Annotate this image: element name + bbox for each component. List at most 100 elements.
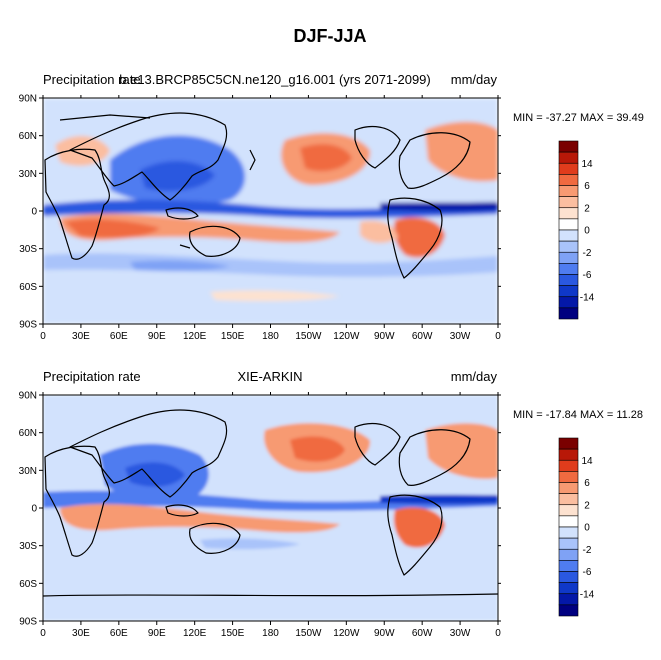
panel-1-colorbar: 14 6 2 0 -2 -6 -14 bbox=[558, 140, 595, 320]
colorbar-label: -14 bbox=[580, 292, 595, 303]
colorbar-swatch bbox=[558, 548, 579, 561]
colorbar-swatch bbox=[558, 263, 579, 275]
colorbar-swatch bbox=[558, 537, 579, 550]
colorbar-swatch bbox=[558, 207, 579, 220]
x-tick-label: 180 bbox=[262, 628, 279, 639]
colorbar-swatch bbox=[558, 151, 579, 164]
y-tick-label: 30S bbox=[19, 244, 37, 255]
x-tick-label: 60W bbox=[412, 628, 433, 639]
y-tick-label: 0 bbox=[31, 207, 37, 218]
colorbar-swatch bbox=[558, 285, 579, 298]
colorbar-swatch bbox=[558, 274, 579, 286]
x-tick-label: 150E bbox=[221, 331, 245, 342]
y-tick-label: 60S bbox=[19, 579, 37, 590]
colorbar-swatch bbox=[558, 504, 579, 517]
x-tick-label: 30W bbox=[450, 628, 471, 639]
colorbar-swatch bbox=[558, 251, 579, 264]
panel-2-center-label: XIE-ARKIN bbox=[237, 369, 302, 384]
panel-1-center-label: b.e13.BRCP85C5CN.ne120_g16.001 (yrs 2071… bbox=[119, 72, 430, 87]
colorbar-label: 0 bbox=[584, 523, 590, 534]
x-tick-label: 90E bbox=[148, 331, 166, 342]
colorbar-swatch bbox=[558, 162, 579, 175]
colorbar-label: -2 bbox=[583, 248, 592, 259]
y-tick-label: 60S bbox=[19, 282, 37, 293]
y-tick-label: 90N bbox=[19, 94, 37, 105]
panel-1-map-field bbox=[43, 98, 498, 324]
panel-1-left-label: Precipitation rate bbox=[43, 72, 141, 87]
colorbar-swatch bbox=[558, 560, 579, 572]
panel-1-coastlines bbox=[44, 112, 471, 279]
colorbar-swatch bbox=[558, 582, 579, 595]
x-tick-label: 0 bbox=[495, 628, 501, 639]
colorbar-label: 14 bbox=[581, 159, 593, 170]
x-tick-label: 180 bbox=[262, 331, 279, 342]
y-tick-label: 60N bbox=[19, 131, 37, 142]
panel-1-right-label: mm/day bbox=[451, 72, 498, 87]
colorbar-swatch bbox=[558, 459, 579, 472]
colorbar-swatch bbox=[558, 515, 579, 528]
colorbar-label: 14 bbox=[581, 456, 593, 467]
colorbar-swatch bbox=[558, 437, 579, 450]
colorbar-swatch bbox=[558, 448, 579, 461]
colorbar-label: -2 bbox=[583, 545, 592, 556]
colorbar-swatch bbox=[558, 218, 579, 231]
x-tick-label: 0 bbox=[40, 628, 46, 639]
x-tick-label: 0 bbox=[40, 331, 46, 342]
x-tick-label: 90W bbox=[374, 331, 395, 342]
colorbar-swatch bbox=[558, 174, 579, 186]
x-tick-label: 90E bbox=[148, 628, 166, 639]
colorbar-swatch bbox=[558, 604, 579, 617]
panel-1-stats: MIN = -37.27 MAX = 39.49 bbox=[513, 112, 644, 124]
y-tick-label: 60N bbox=[19, 428, 37, 439]
colorbar-swatch bbox=[558, 229, 579, 242]
panel-1-ticks: 0 30E 60E 90E 120E 150E 180 150W 120W 90W 60W 30W 09… bbox=[19, 94, 502, 343]
panel-2-left-label: Precipitation rate bbox=[43, 369, 141, 384]
x-tick-label: 120W bbox=[333, 628, 360, 639]
panel-2-colorbar: 14 6 2 0 -2 -6 -14 bbox=[558, 437, 595, 617]
colorbar-swatch bbox=[558, 240, 579, 253]
colorbar-swatch bbox=[558, 196, 579, 209]
y-tick-label: 90S bbox=[19, 320, 37, 331]
colorbar-label: 2 bbox=[584, 203, 590, 214]
x-tick-label: 150W bbox=[295, 628, 322, 639]
colorbar-label: -14 bbox=[580, 589, 595, 600]
colorbar-swatch bbox=[558, 526, 579, 539]
panel-2-ticks: 0 30E 60E 90E 120E 150E 180 150W 120W 90W 60W 30W 09… bbox=[19, 391, 502, 640]
panel-2-map-field bbox=[43, 395, 498, 621]
x-tick-label: 150W bbox=[295, 331, 322, 342]
y-tick-label: 30N bbox=[19, 169, 37, 180]
x-tick-label: 90W bbox=[374, 628, 395, 639]
colorbar-swatch bbox=[558, 296, 579, 309]
x-tick-label: 120W bbox=[333, 331, 360, 342]
panel-2-stats: MIN = -17.84 MAX = 11.28 bbox=[513, 409, 643, 421]
y-tick-label: 90S bbox=[19, 617, 37, 628]
panel-1: Precipitation rate b.e13.BRCP85C5CN.ne12… bbox=[19, 72, 644, 342]
colorbar-swatch bbox=[558, 482, 579, 494]
x-tick-label: 120E bbox=[183, 628, 207, 639]
colorbar-swatch bbox=[558, 307, 579, 320]
x-tick-label: 60W bbox=[412, 331, 433, 342]
colorbar-label: 6 bbox=[584, 478, 590, 489]
colorbar-label: -6 bbox=[583, 567, 592, 578]
x-tick-label: 30E bbox=[72, 628, 90, 639]
colorbar-swatch bbox=[558, 185, 579, 197]
colorbar-label: 6 bbox=[584, 181, 590, 192]
x-tick-label: 60E bbox=[110, 628, 128, 639]
colorbar-label: 0 bbox=[584, 226, 590, 237]
colorbar-swatch bbox=[558, 140, 579, 153]
panel-2-right-label: mm/day bbox=[451, 369, 498, 384]
y-tick-label: 30S bbox=[19, 541, 37, 552]
x-tick-label: 30E bbox=[72, 331, 90, 342]
x-tick-label: 60E bbox=[110, 331, 128, 342]
figure-title: DJF-JJA bbox=[293, 26, 366, 46]
panel-2: Precipitation rate XIE-ARKIN mm/day bbox=[19, 369, 643, 639]
x-tick-label: 0 bbox=[495, 331, 501, 342]
colorbar-swatch bbox=[558, 571, 579, 583]
x-tick-label: 150E bbox=[221, 628, 245, 639]
colorbar-swatch bbox=[558, 493, 579, 506]
colorbar-swatch bbox=[558, 593, 579, 606]
y-tick-label: 0 bbox=[31, 504, 37, 515]
panel-2-coastlines bbox=[43, 409, 498, 597]
x-tick-label: 30W bbox=[450, 331, 471, 342]
